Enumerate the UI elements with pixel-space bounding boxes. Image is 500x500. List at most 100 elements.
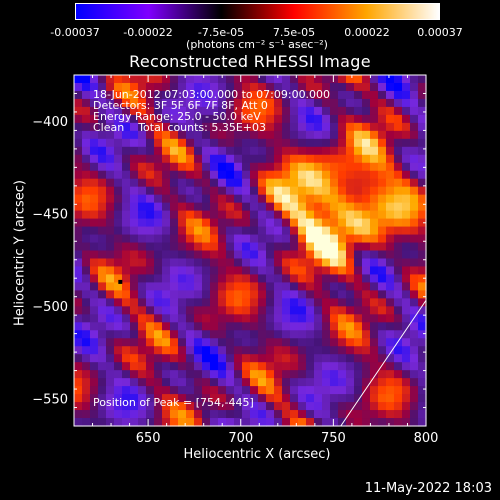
heatmap-cell — [322, 154, 331, 164]
heatmap-cell — [410, 146, 419, 156]
heatmap-cell — [330, 186, 339, 196]
heatmap-cell — [362, 178, 371, 188]
heatmap-cell — [282, 114, 291, 124]
heatmap-cell — [210, 130, 219, 140]
heatmap-cell — [306, 250, 315, 260]
heatmap-cell — [314, 290, 323, 299]
heatmap-cell — [162, 282, 171, 291]
heatmap-cell — [170, 170, 179, 180]
heatmap-cell — [178, 258, 187, 268]
heatmap-cell — [234, 410, 243, 419]
heatmap-cell — [338, 250, 347, 260]
heatmap-cell — [402, 218, 411, 228]
heatmap-cell — [202, 234, 211, 244]
heatmap-cell — [322, 322, 331, 331]
heatmap-cell — [194, 322, 203, 331]
heatmap-cell — [418, 170, 427, 180]
heatmap-cell — [298, 378, 307, 387]
heatmap-cell — [386, 394, 395, 403]
heatmap-cell — [106, 298, 115, 307]
heatmap-cell — [106, 338, 115, 347]
heatmap-cell — [290, 75, 299, 84]
heatmap-cell — [226, 186, 235, 196]
heatmap-cell — [394, 410, 403, 419]
heatmap-cell — [202, 202, 211, 212]
heatmap-cell — [210, 154, 219, 164]
heatmap-cell — [82, 178, 91, 188]
heatmap-cell — [322, 306, 331, 315]
heatmap-cell — [170, 218, 179, 228]
heatmap-cell — [418, 306, 427, 315]
heatmap-cell — [386, 82, 395, 92]
heatmap-cell — [402, 378, 411, 387]
heatmap-cell — [210, 186, 219, 196]
heatmap-cell — [106, 98, 115, 108]
colorbar-tick: -0.00022 — [123, 26, 173, 39]
heatmap-cell — [226, 138, 235, 148]
heatmap-cell — [202, 258, 211, 268]
heatmap-cell — [178, 122, 187, 132]
heatmap-cell — [394, 75, 403, 84]
heatmap-cell — [330, 418, 339, 427]
heatmap-cell — [402, 114, 411, 124]
heatmap-cell — [298, 130, 307, 140]
heatmap-cell — [154, 202, 163, 212]
heatmap-cell — [106, 75, 115, 84]
heatmap-cell — [410, 370, 419, 379]
heatmap-cell — [186, 90, 195, 100]
heatmap-cell — [322, 250, 331, 260]
heatmap-cell — [282, 274, 291, 284]
heatmap-cell — [170, 194, 179, 204]
heatmap-cell — [218, 194, 227, 204]
heatmap-cell — [130, 202, 139, 212]
heatmap-cell — [402, 338, 411, 347]
heatmap-cell — [290, 194, 299, 204]
heatmap-cell — [394, 306, 403, 315]
heatmap-cell — [266, 170, 275, 180]
heatmap-cell — [386, 146, 395, 156]
heatmap-cell — [106, 82, 115, 92]
heatmap-cell — [258, 402, 267, 411]
heatmap-cell — [370, 194, 379, 204]
heatmap-cell — [330, 178, 339, 188]
heatmap-cell — [90, 402, 99, 411]
heatmap-cell — [338, 330, 347, 339]
heatmap-cell — [386, 106, 395, 116]
heatmap-cell — [242, 178, 251, 188]
colorbar-tick: 0.00037 — [417, 26, 463, 39]
heatmap-cell — [178, 130, 187, 140]
heatmap-cell — [210, 346, 219, 355]
heatmap-cell — [338, 122, 347, 132]
heatmap-cell — [346, 146, 355, 156]
heatmap-cell — [346, 338, 355, 347]
heatmap-cell — [82, 258, 91, 268]
heatmap-cell — [178, 75, 187, 84]
heatmap-cell — [106, 130, 115, 140]
heatmap-cell — [274, 186, 283, 196]
heatmap-cell — [418, 194, 427, 204]
heatmap-cell — [146, 322, 155, 331]
heatmap-cell — [226, 194, 235, 204]
heatmap-cell — [154, 298, 163, 307]
heatmap-cell — [90, 146, 99, 156]
heatmap-cell — [210, 106, 219, 116]
heatmap-cell — [90, 178, 99, 188]
heatmap-cell — [90, 282, 99, 291]
heatmap-cell — [378, 122, 387, 132]
heatmap-cell — [90, 298, 99, 307]
heatmap-cell — [250, 282, 259, 291]
heatmap-cell — [282, 418, 291, 427]
heatmap-cell — [314, 162, 323, 172]
heatmap-cell — [402, 274, 411, 284]
heatmap-cell — [202, 354, 211, 363]
heatmap-cell — [186, 202, 195, 212]
heatmap-cell — [314, 322, 323, 331]
heatmap-cell — [386, 290, 395, 299]
heatmap-cell — [266, 290, 275, 299]
heatmap-cell — [338, 306, 347, 315]
heatmap-cell — [322, 186, 331, 196]
heatmap-cell — [162, 90, 171, 100]
heatmap-cell — [418, 75, 427, 84]
heatmap-cell — [130, 290, 139, 299]
heatmap-cell — [250, 258, 259, 268]
